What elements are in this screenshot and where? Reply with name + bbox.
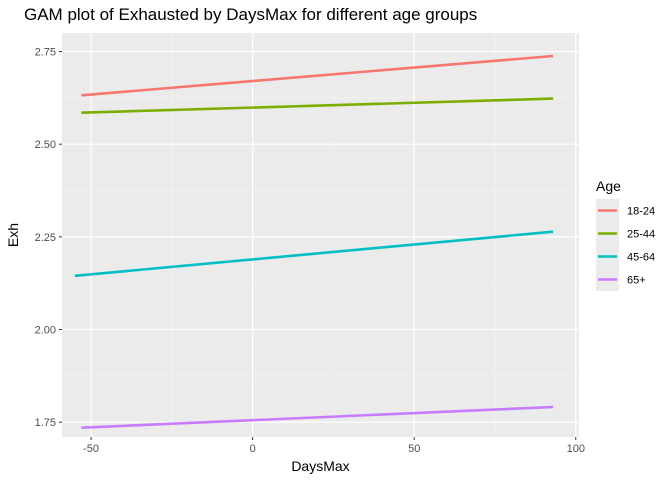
y-tick-label: 2.50 <box>35 139 56 151</box>
y-tick-label: 2.75 <box>35 47 56 59</box>
series-line-18-24 <box>81 54 554 97</box>
series-line-25-44 <box>81 97 554 114</box>
legend-label: 45-64 <box>627 252 655 264</box>
x-tick-label: -50 <box>83 443 99 455</box>
y-axis-title: Exh <box>5 223 21 247</box>
x-axis: -50 0 50 100 <box>83 437 585 455</box>
legend-items: 18-24 25-44 45-64 65+ <box>596 199 655 291</box>
plot-panel <box>62 33 579 437</box>
legend: Age 18-24 25-44 45-64 65+ <box>596 178 655 291</box>
x-axis-title: DaysMax <box>291 458 349 474</box>
legend-label: 65+ <box>627 275 646 287</box>
x-tick-label: 100 <box>567 443 585 455</box>
series-line-65+ <box>81 405 554 429</box>
legend-label: 25-44 <box>627 229 655 241</box>
y-axis: 1.75 2.00 2.25 2.50 2.75 <box>35 47 62 429</box>
y-tick-label: 2.00 <box>35 325 56 337</box>
chart-title: GAM plot of Exhausted by DaysMax for dif… <box>24 5 477 24</box>
series-line-45-64 <box>74 230 554 278</box>
series-lines <box>74 54 554 429</box>
y-tick-label: 2.25 <box>35 232 56 244</box>
x-tick-label: 0 <box>250 443 256 455</box>
legend-title: Age <box>596 178 621 194</box>
legend-label: 18-24 <box>627 206 655 218</box>
x-tick-label: 50 <box>408 443 420 455</box>
y-tick-label: 1.75 <box>35 417 56 429</box>
